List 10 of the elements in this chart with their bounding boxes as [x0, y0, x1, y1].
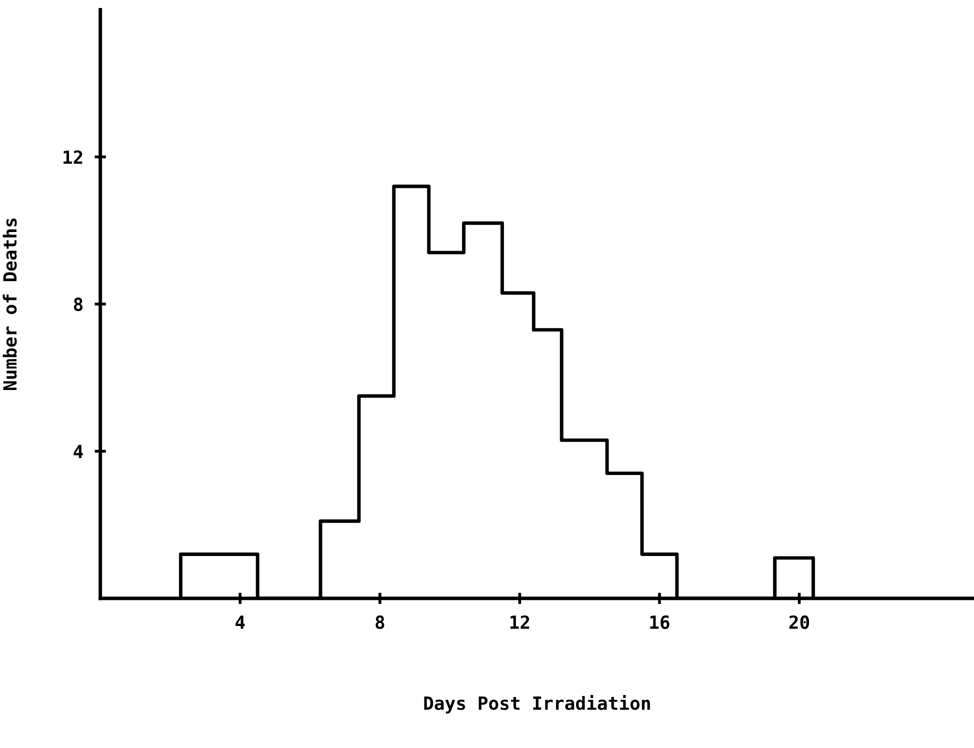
y-tick-label: 8: [74, 298, 83, 312]
x-tick-label: 4: [236, 616, 245, 629]
y-tick-label: 12: [64, 150, 82, 164]
x-tick-label: 12: [510, 615, 530, 629]
y-axis-title: Number of Deaths: [2, 218, 17, 390]
x-axis-title: Days Post Irradiation: [424, 695, 650, 714]
x-tick-label: 8: [376, 615, 384, 630]
x-tick-label: 20: [789, 615, 810, 630]
x-tick-label: 16: [650, 615, 670, 630]
y-tick-label: 4: [74, 444, 83, 458]
